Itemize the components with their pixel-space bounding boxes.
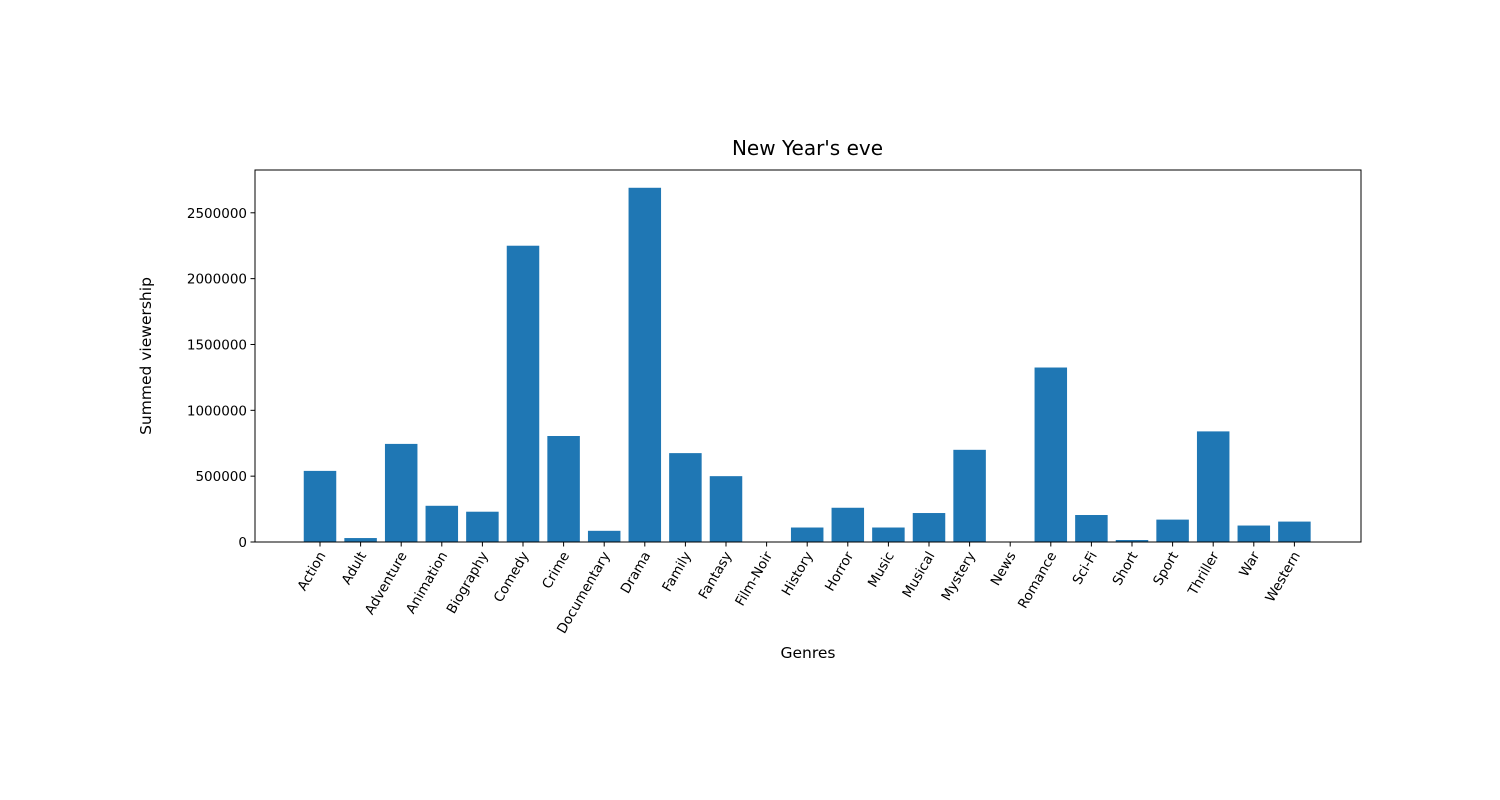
x-tick-label: Crime (539, 549, 573, 592)
x-tick-label: Horror (822, 549, 857, 594)
x-tick-label: Mystery (938, 549, 979, 604)
bar-adult (344, 538, 377, 542)
y-tick-label: 0 (238, 535, 247, 551)
x-tick-label: Fantasy (696, 549, 736, 602)
x-tick-label: Sci-Fi (1069, 549, 1100, 587)
y-tick-label: 2000000 (187, 272, 247, 288)
bar-sport (1156, 519, 1189, 542)
bar-short (1115, 540, 1149, 542)
x-tick-label: Music (865, 549, 898, 590)
bar-drama (628, 187, 662, 542)
bar-crime (547, 436, 580, 542)
y-tick-label: 2500000 (187, 206, 247, 222)
x-axis: Action AdultAdventureAnimationBiographyCo… (294, 542, 1304, 636)
bar-documentary (587, 530, 621, 542)
bar-music (872, 527, 905, 542)
x-tick-label: Thriller (1185, 549, 1223, 599)
x-tick-label: Musical (899, 549, 938, 601)
bar-war (1237, 525, 1271, 542)
bar-biography (466, 511, 499, 542)
x-tick-label: Romance (1015, 549, 1060, 611)
bar-sci-fi (1075, 515, 1108, 542)
x-tick-label: Family (659, 549, 695, 595)
plot-frame (254, 169, 1362, 543)
y-tick-label: 1000000 (187, 403, 247, 419)
bar-history (790, 527, 824, 542)
bar-mystery (953, 449, 986, 542)
bar-romance (1034, 367, 1068, 542)
x-tick-label: Adult (339, 549, 370, 587)
bar-fantasy (709, 476, 743, 542)
bar-thriller (1196, 431, 1230, 542)
bar-musical (912, 513, 946, 542)
x-tick-label: Comedy (491, 549, 533, 605)
x-tick-label: Western (1262, 549, 1304, 605)
x-tick-label: History (779, 549, 817, 599)
y-axis-label: Summed viewership (137, 277, 155, 435)
x-tick-label: War (1236, 549, 1263, 580)
bar-animation (425, 505, 459, 542)
bar-comedy (506, 245, 540, 542)
x-axis-label: Genres (780, 644, 835, 662)
x-tick-label: Film-Noir (732, 549, 776, 609)
y-tick-label: 1500000 (187, 337, 247, 353)
bars (303, 187, 1311, 542)
bar-action (303, 470, 337, 542)
bar-western (1278, 521, 1311, 542)
y-axis: 0 500000 1000000 1500000 2000000 2500000 (187, 206, 255, 551)
x-tick-label: Action (294, 549, 329, 594)
x-tick-label: News (988, 549, 1020, 589)
x-tick-label: Short (1109, 549, 1141, 588)
x-tick-label: Drama (618, 549, 655, 597)
x-tick-label: Biography (444, 549, 492, 617)
y-tick-label: 500000 (195, 469, 247, 485)
x-tick-label: Sport (1150, 549, 1182, 588)
bar-horror (831, 507, 865, 542)
chart-title: New Year's eve (732, 136, 883, 160)
bar-adventure (384, 443, 418, 542)
bar-family (669, 453, 702, 542)
